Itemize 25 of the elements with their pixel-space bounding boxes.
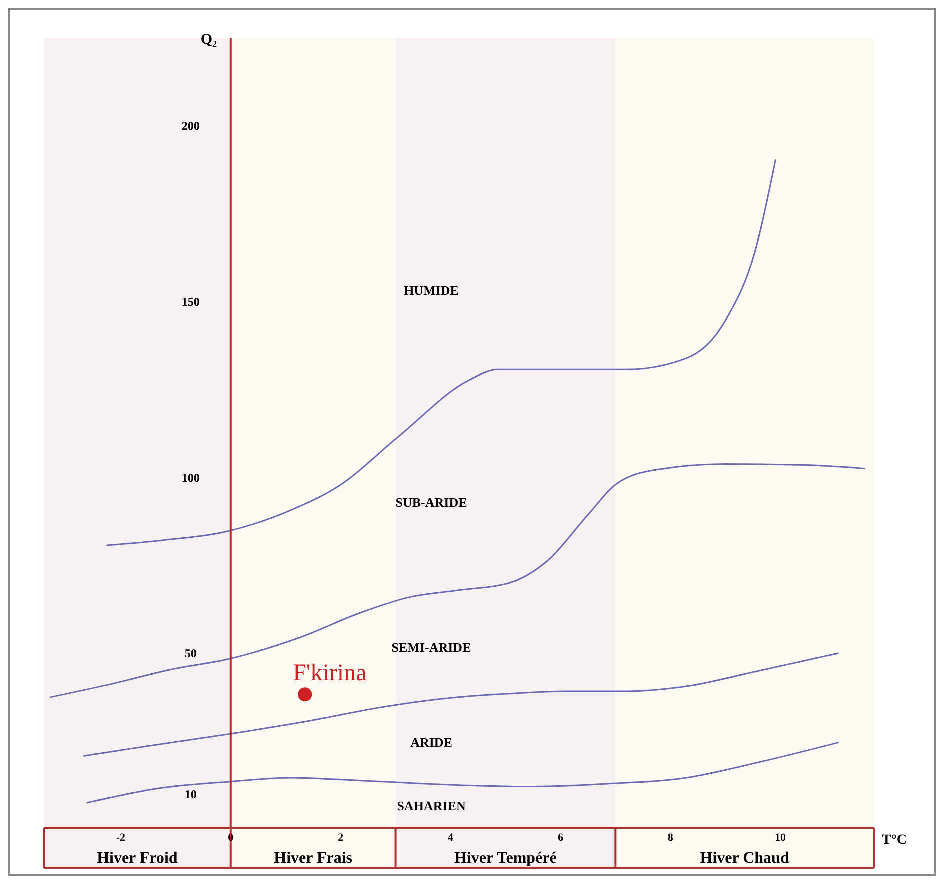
- x-tick-label: 6: [558, 832, 564, 844]
- x-tick-label: 2: [338, 832, 344, 844]
- annotation: HUMIDE: [404, 283, 459, 298]
- series-label: F'kirina: [293, 660, 368, 687]
- y-tick-label: 150: [182, 294, 200, 309]
- line-series: [50, 464, 866, 698]
- x-tick-label: 10: [775, 832, 787, 844]
- x-tick-label: 8: [668, 832, 674, 844]
- annotation: SAHARIEN: [397, 798, 466, 814]
- annotation: ARIDE: [410, 735, 452, 750]
- annotation: SEMI-ARIDE: [392, 640, 472, 656]
- x-tick-label: 4: [448, 832, 454, 844]
- band-label: Hiver Frais: [274, 850, 353, 867]
- x-axis-title: T°C: [882, 833, 908, 848]
- y-axis-title: Q₂: [200, 32, 218, 48]
- band-label: Hiver Tempéré: [454, 850, 557, 867]
- y-tick-label: 200: [182, 119, 200, 134]
- x-tick-label: -2: [116, 832, 126, 844]
- line-series: [106, 160, 776, 546]
- y-tick-label: 100: [182, 470, 200, 485]
- y-tick-label: 10: [184, 787, 197, 802]
- y-tick-label: 50: [184, 646, 197, 661]
- band-label: Hiver Froid: [97, 850, 178, 867]
- annotation: SUB-ARIDE: [396, 494, 468, 510]
- band-label: Hiver Chaud: [700, 850, 790, 867]
